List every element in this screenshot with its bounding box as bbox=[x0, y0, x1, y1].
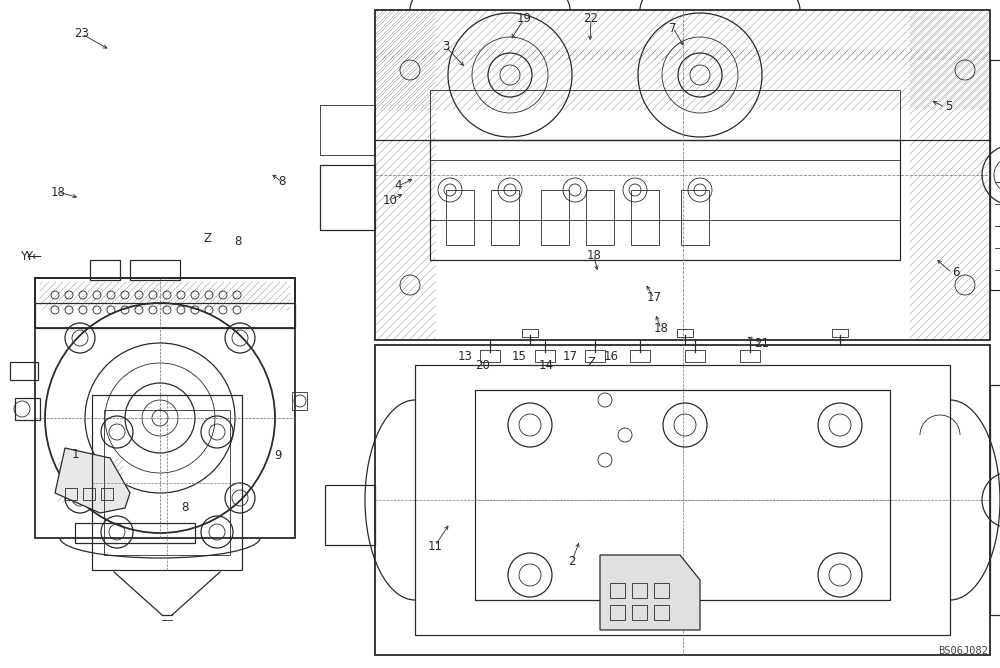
Bar bbox=[375, 10, 990, 340]
Text: 4: 4 bbox=[394, 179, 402, 192]
Bar bbox=[654, 605, 669, 620]
Text: 8: 8 bbox=[181, 501, 189, 514]
Bar bbox=[630, 350, 650, 362]
Bar bbox=[832, 329, 848, 337]
Text: 16: 16 bbox=[604, 349, 618, 363]
Bar bbox=[475, 390, 890, 600]
Polygon shape bbox=[600, 555, 700, 630]
Bar bbox=[522, 329, 538, 337]
Bar bbox=[480, 350, 500, 362]
Bar bbox=[681, 190, 709, 245]
Bar bbox=[610, 605, 625, 620]
Text: 18: 18 bbox=[654, 322, 668, 335]
Text: 22: 22 bbox=[584, 12, 598, 25]
Text: 11: 11 bbox=[428, 540, 442, 553]
Bar bbox=[610, 583, 625, 598]
Bar bbox=[101, 488, 113, 500]
Text: BS06J082: BS06J082 bbox=[938, 646, 988, 656]
Bar bbox=[586, 190, 614, 245]
Bar bbox=[632, 605, 647, 620]
Text: 17: 17 bbox=[646, 291, 662, 305]
Bar bbox=[90, 260, 120, 280]
Text: 7: 7 bbox=[669, 21, 677, 35]
Bar bbox=[35, 278, 295, 328]
Text: 14: 14 bbox=[538, 359, 554, 372]
Text: Z: Z bbox=[204, 232, 212, 245]
Bar bbox=[491, 190, 519, 245]
Text: 18: 18 bbox=[587, 249, 601, 263]
Bar bbox=[320, 165, 375, 230]
Bar bbox=[430, 140, 900, 260]
Text: Z: Z bbox=[587, 355, 595, 369]
Text: 1: 1 bbox=[71, 448, 79, 461]
Bar bbox=[654, 583, 669, 598]
Bar bbox=[35, 303, 295, 328]
Text: Y←: Y← bbox=[25, 250, 42, 263]
Bar bbox=[446, 190, 474, 245]
Bar bbox=[990, 385, 1000, 615]
Text: 19: 19 bbox=[516, 12, 532, 25]
Bar bbox=[585, 350, 605, 362]
Bar bbox=[75, 523, 195, 543]
Text: 13: 13 bbox=[458, 349, 472, 363]
Polygon shape bbox=[55, 448, 130, 513]
Bar bbox=[677, 329, 693, 337]
Bar bbox=[292, 392, 307, 410]
Bar bbox=[685, 350, 705, 362]
Bar bbox=[990, 60, 1000, 290]
Text: 6: 6 bbox=[952, 266, 960, 279]
Bar bbox=[535, 350, 555, 362]
Bar bbox=[415, 365, 950, 635]
Bar bbox=[320, 105, 375, 155]
Bar bbox=[375, 345, 990, 655]
Bar bbox=[92, 395, 242, 570]
Bar bbox=[15, 398, 40, 420]
Bar bbox=[35, 278, 295, 538]
Bar bbox=[130, 260, 180, 280]
Text: 2: 2 bbox=[568, 554, 576, 568]
Text: 5: 5 bbox=[945, 100, 952, 114]
Bar bbox=[541, 190, 569, 245]
Bar bbox=[740, 350, 760, 362]
Bar bbox=[631, 190, 659, 245]
Bar bbox=[104, 410, 230, 555]
Text: 23: 23 bbox=[75, 27, 89, 40]
Text: 15: 15 bbox=[512, 349, 526, 363]
Text: 8: 8 bbox=[278, 175, 286, 188]
Text: 8: 8 bbox=[234, 235, 242, 248]
Text: 17: 17 bbox=[562, 349, 578, 363]
Text: Y←: Y← bbox=[20, 250, 37, 263]
Bar bbox=[10, 362, 38, 380]
Bar bbox=[632, 583, 647, 598]
Text: 21: 21 bbox=[755, 337, 770, 350]
Bar bbox=[65, 488, 77, 500]
Text: 9: 9 bbox=[274, 449, 282, 462]
Text: 18: 18 bbox=[51, 186, 65, 199]
Bar bbox=[430, 90, 900, 140]
Text: 3: 3 bbox=[442, 40, 450, 53]
Text: 20: 20 bbox=[476, 359, 490, 372]
Text: 10: 10 bbox=[383, 194, 397, 207]
Bar bbox=[325, 485, 375, 545]
Bar bbox=[83, 488, 95, 500]
